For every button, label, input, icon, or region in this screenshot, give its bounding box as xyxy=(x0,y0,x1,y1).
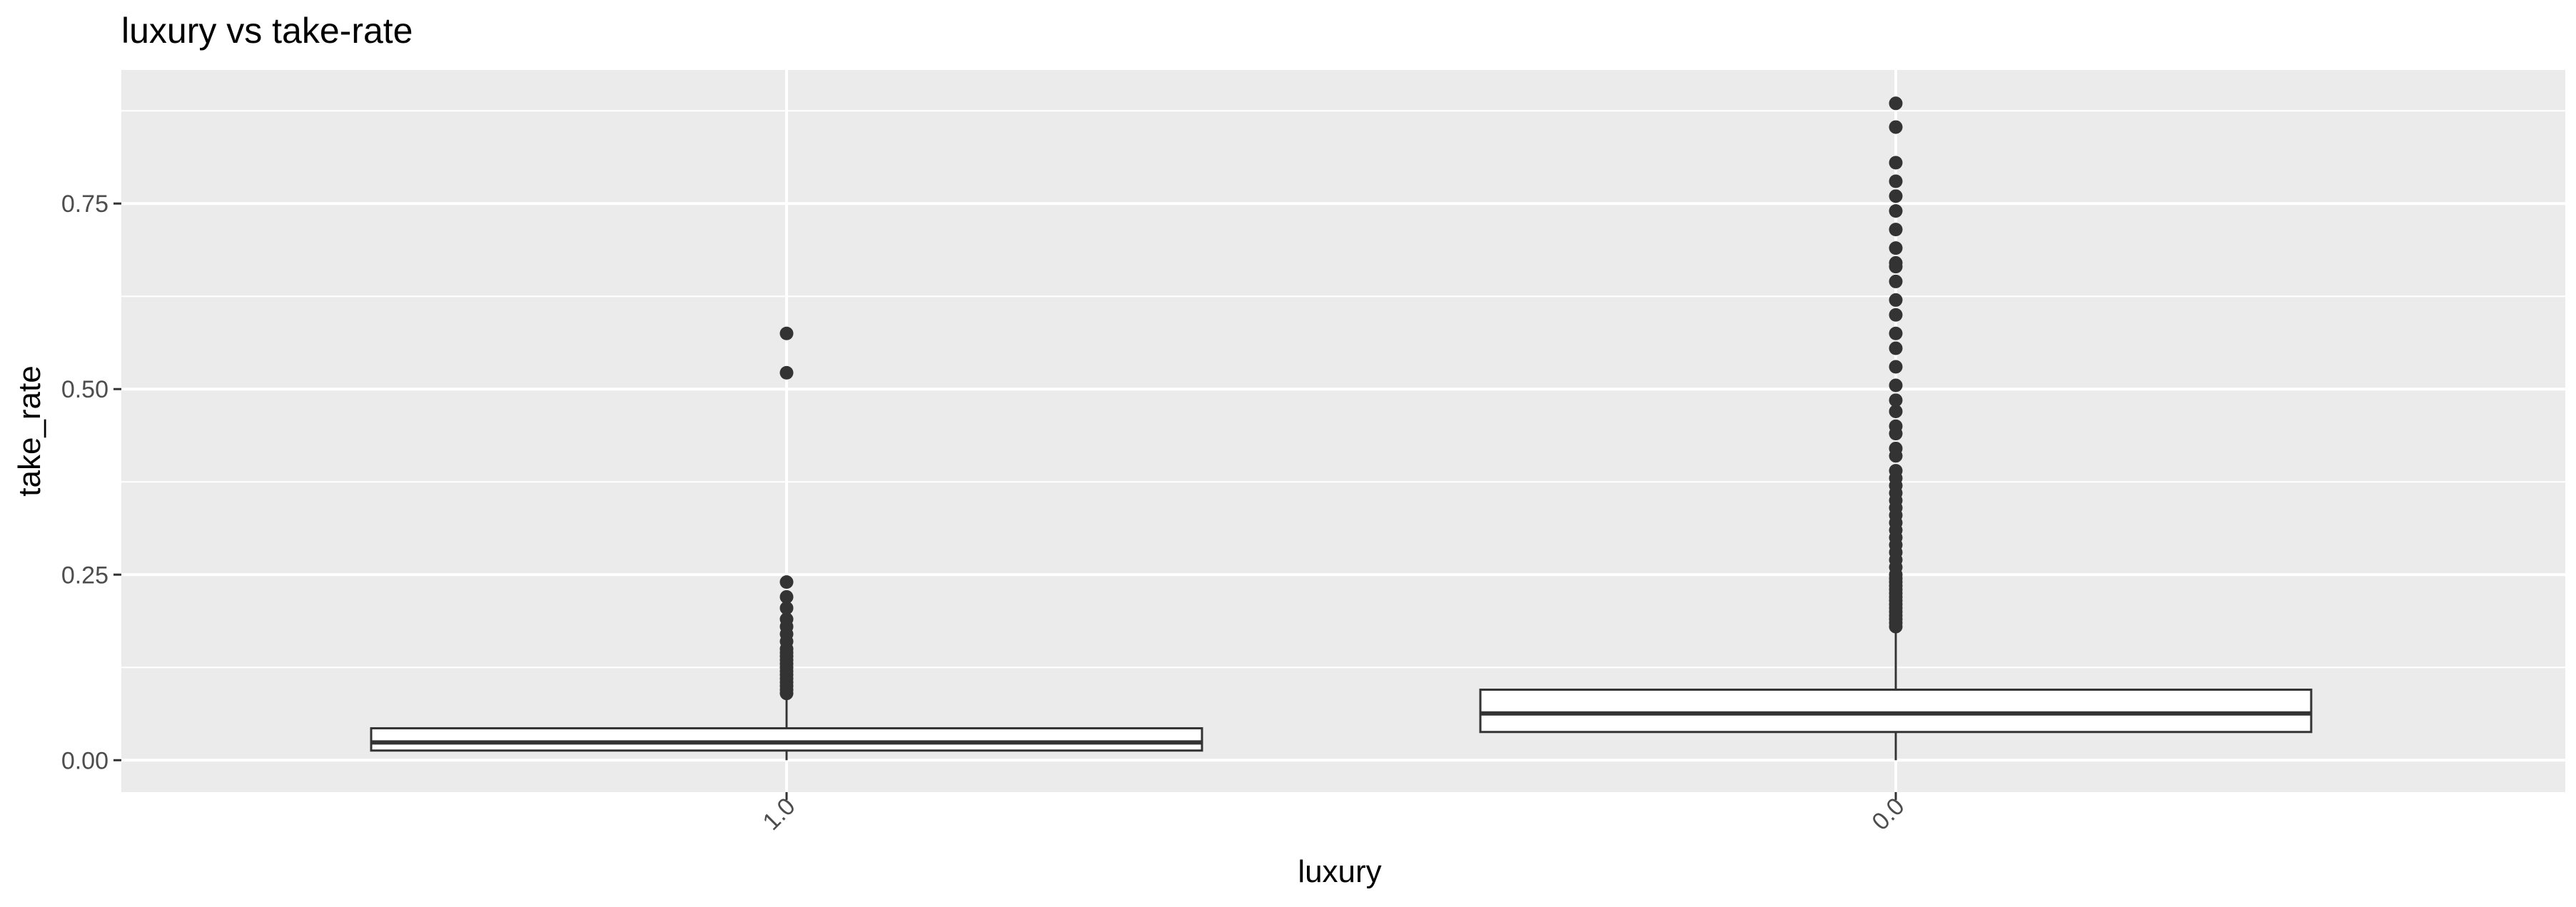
outlier-point xyxy=(1889,174,1903,188)
outlier-point xyxy=(779,365,794,380)
outlier-point xyxy=(1889,241,1903,255)
outlier-point xyxy=(1889,441,1903,455)
y-tick-label: 0.25 xyxy=(61,562,108,589)
outlier-point xyxy=(1889,189,1903,203)
outlier-point xyxy=(1889,293,1903,307)
outlier-point xyxy=(1889,204,1903,218)
outlier-point xyxy=(1889,96,1903,111)
outlier-point xyxy=(1889,378,1903,392)
outlier-point xyxy=(1889,223,1903,237)
y-axis-title: take_rate xyxy=(12,365,47,496)
iqr-box xyxy=(370,727,1203,752)
box-2 xyxy=(1479,96,2313,761)
outlier-point xyxy=(779,326,794,340)
outlier-point xyxy=(1889,404,1903,418)
outlier-point xyxy=(1889,326,1903,340)
box-1 xyxy=(370,326,1203,761)
outlier-point xyxy=(1889,393,1903,407)
outlier-point xyxy=(1889,156,1903,170)
chart-title: luxury vs take-rate xyxy=(121,11,413,51)
box-series xyxy=(370,96,2313,761)
outlier-point xyxy=(779,601,794,615)
y-tick-label: 0.50 xyxy=(61,376,108,403)
grid-lines xyxy=(121,70,2565,792)
x-axis: 1.0 0.0 xyxy=(757,792,1910,836)
y-tick-label: 0.00 xyxy=(61,747,108,774)
outlier-point xyxy=(1889,120,1903,134)
x-axis-title: luxury xyxy=(1298,854,1381,889)
outlier-point xyxy=(1889,341,1903,355)
outlier-point xyxy=(779,612,794,627)
y-tick-label: 0.75 xyxy=(61,191,108,218)
outlier-point xyxy=(1889,274,1903,288)
outlier-point xyxy=(779,589,794,604)
iqr-box xyxy=(1479,688,2313,734)
outlier-point xyxy=(1889,419,1903,433)
outlier-point xyxy=(1889,464,1903,478)
x-tick-label: 1.0 xyxy=(757,793,800,836)
outlier-point xyxy=(779,575,794,589)
outlier-point xyxy=(1889,308,1903,322)
plot-panel xyxy=(121,70,2565,792)
y-axis: 0.00 0.25 0.50 0.75 xyxy=(61,191,121,774)
x-tick-label: 0.0 xyxy=(1867,793,1909,836)
outlier-point xyxy=(1889,360,1903,374)
outlier-point xyxy=(1889,255,1903,270)
